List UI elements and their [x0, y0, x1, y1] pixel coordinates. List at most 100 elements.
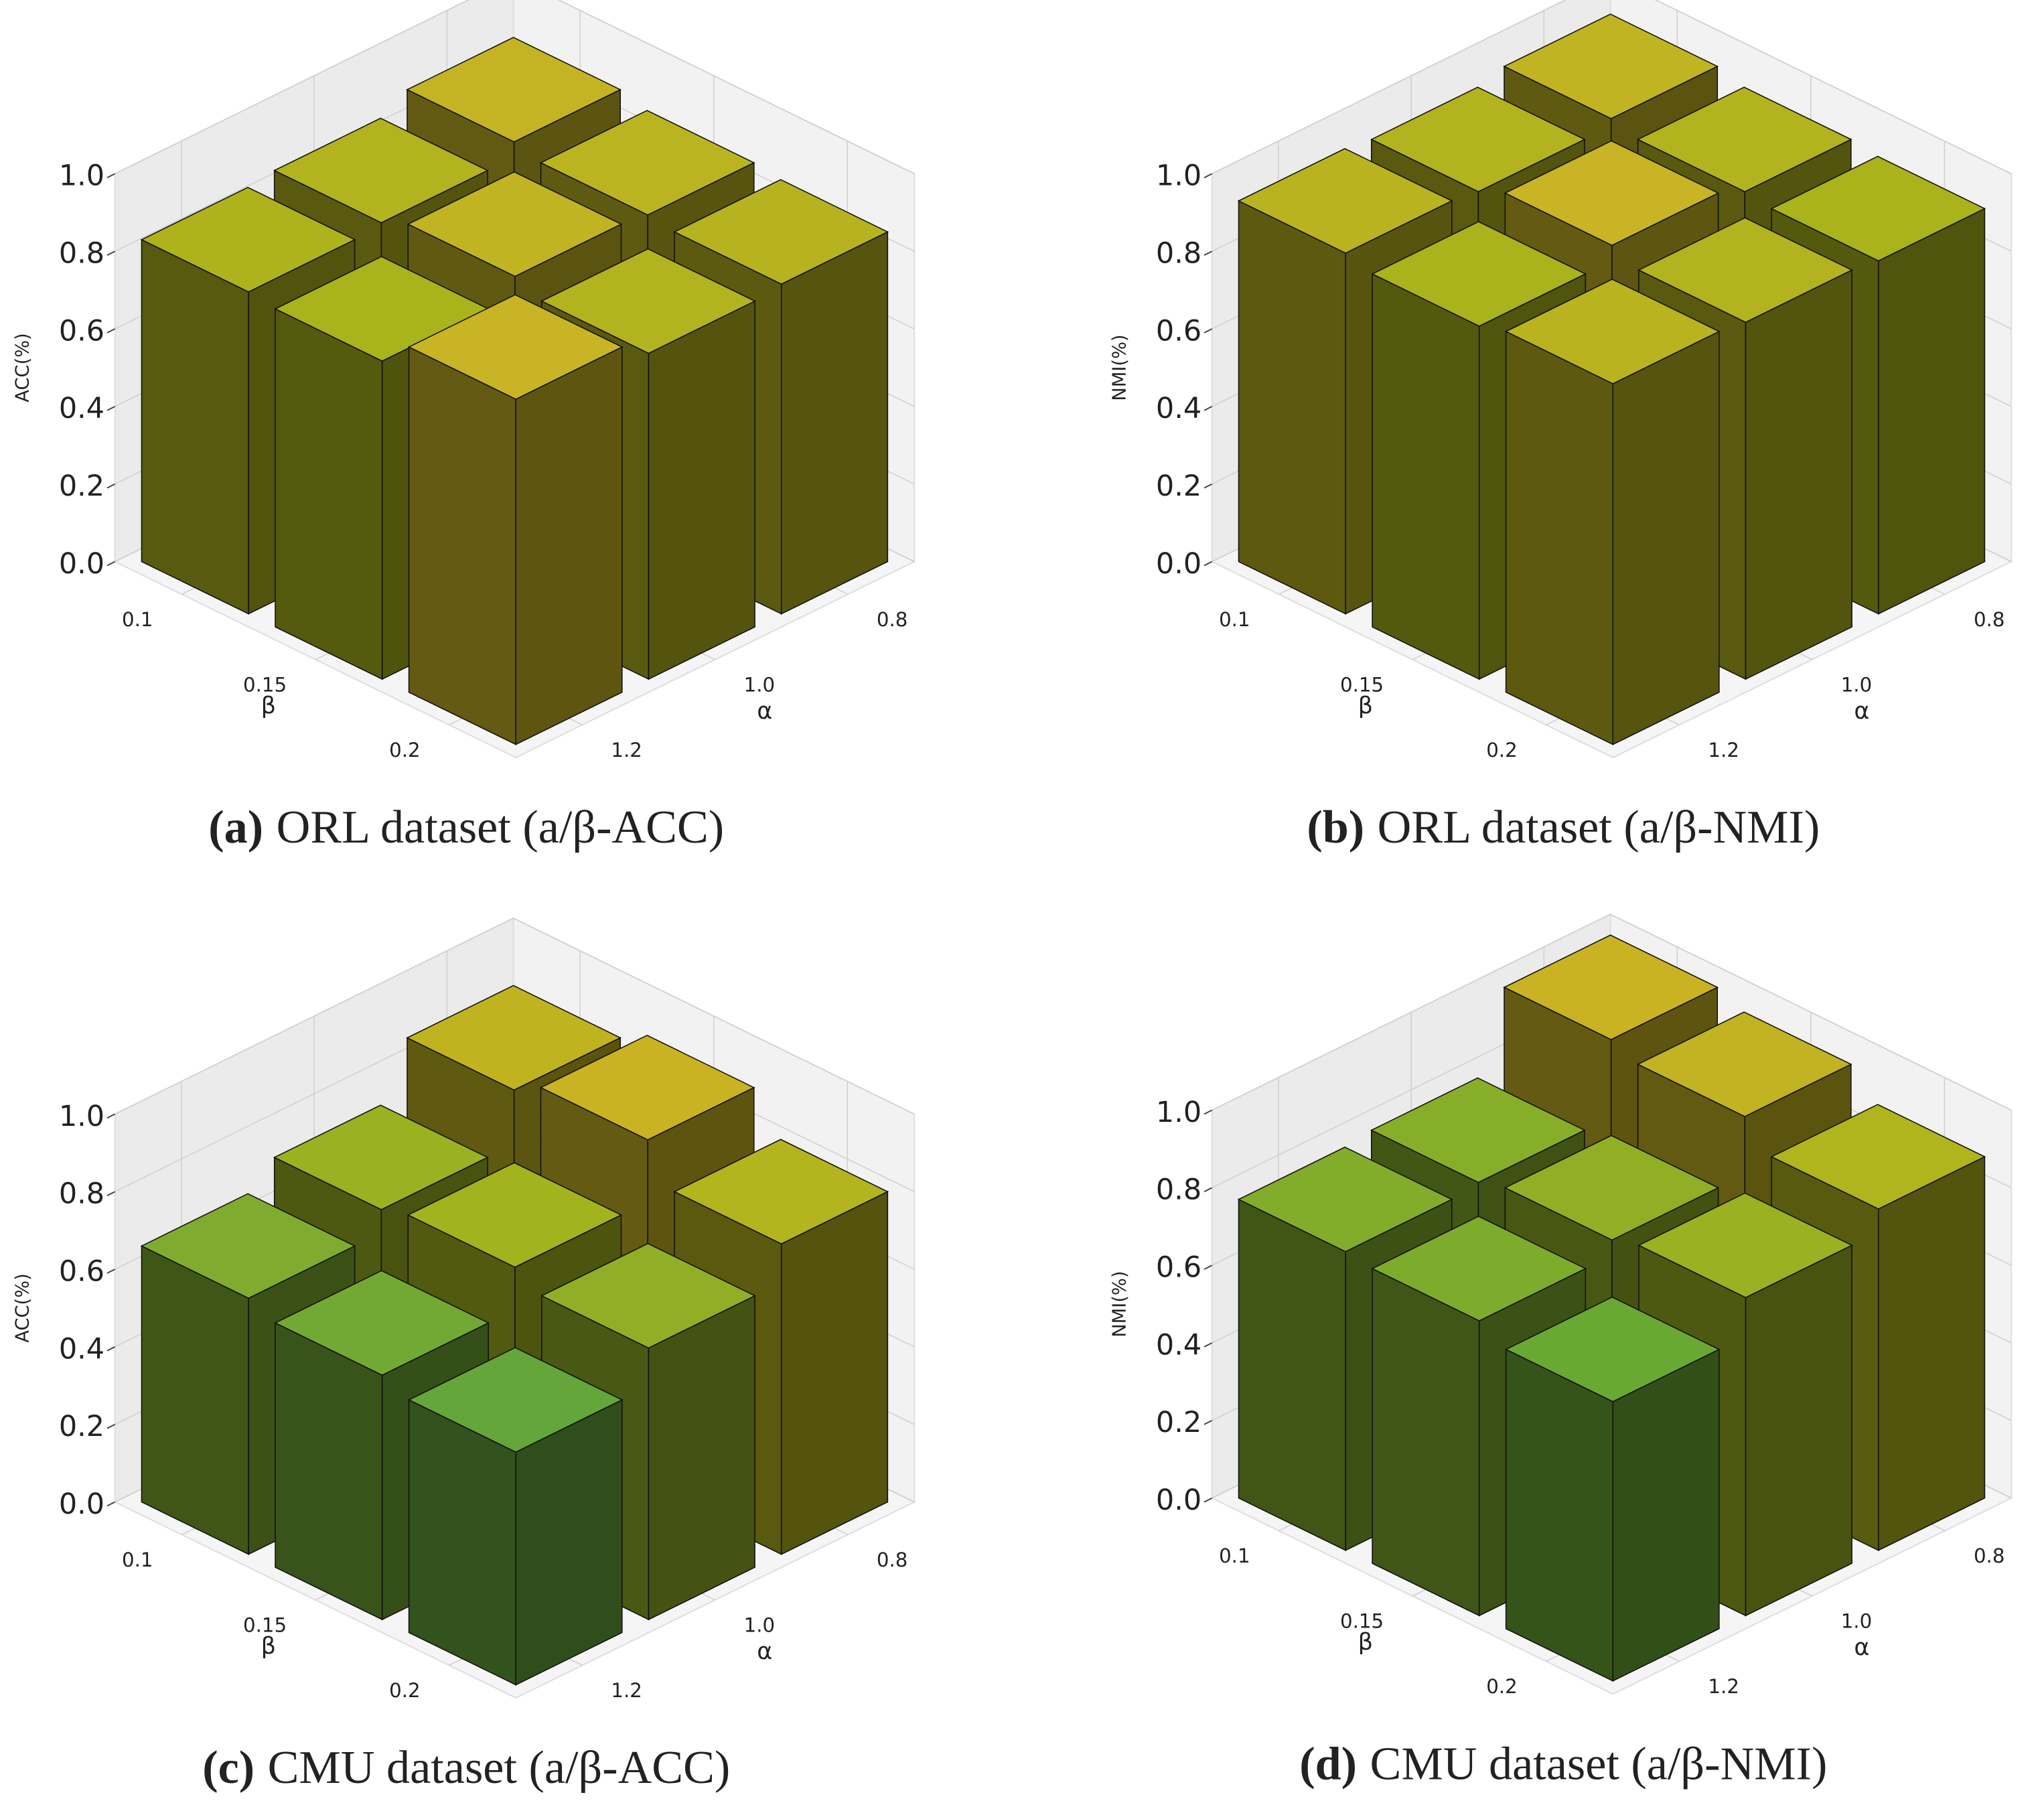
- z-tick-label: 0.6: [59, 1254, 104, 1288]
- x-axis-label: α: [757, 697, 772, 725]
- caption-label: (d): [1299, 1738, 1357, 1790]
- z-tick-label: 0.8: [59, 1177, 104, 1211]
- z-tick-label: 0.2: [59, 470, 104, 503]
- caption-label: (c): [202, 1741, 254, 1794]
- y-tick-label: 0.15: [243, 1613, 287, 1636]
- bar-top: [673, 179, 889, 285]
- x-tick-label: 1.0: [1841, 1609, 1873, 1632]
- z-tick: [1203, 250, 1213, 256]
- z-tick-label: 0.4: [1156, 1328, 1201, 1362]
- z-tick: [1203, 173, 1213, 179]
- bar-top: [274, 1270, 490, 1376]
- z-tick-label: 0.2: [1156, 470, 1201, 503]
- bar-face: [780, 230, 889, 615]
- z-axis-label: ACC(%): [13, 1273, 33, 1343]
- z-axis-label: NMI(%): [1110, 334, 1130, 401]
- caption: (c) CMU dataset (a/β-ACC): [202, 1741, 730, 1794]
- z-tick-label: 0.0: [59, 547, 104, 581]
- caption-text: CMU dataset (a/β-ACC): [268, 1741, 731, 1794]
- y-tick-label: 0.2: [389, 1679, 421, 1702]
- x-tick-label: 1.0: [744, 1613, 776, 1636]
- bar-top: [1504, 140, 1720, 246]
- bar-top: [407, 1347, 624, 1453]
- bar-face: [141, 238, 249, 615]
- bar-face: [1505, 330, 1614, 745]
- z-tick-label: 0.4: [59, 392, 104, 425]
- bar-face: [1745, 269, 1852, 680]
- y-tick-label: 0.2: [389, 739, 421, 762]
- bar-face: [1505, 1348, 1614, 1682]
- bar-face: [780, 1190, 889, 1555]
- z-tick-label: 0.0: [1156, 547, 1201, 581]
- z-tick: [106, 483, 116, 489]
- x-axis-label: α: [757, 1638, 772, 1665]
- bar-top: [539, 1034, 755, 1141]
- z-tick: [1203, 483, 1213, 489]
- y-tick-label: 0.1: [1219, 1544, 1250, 1567]
- bar-top: [407, 1162, 623, 1268]
- bar-top: [1237, 1146, 1453, 1252]
- z-tick: [106, 561, 116, 567]
- z-tick-label: 0.6: [59, 314, 104, 348]
- z-tick-label: 0.2: [1156, 1406, 1201, 1439]
- bar-top: [1503, 13, 1719, 119]
- bar-face: [1372, 1267, 1480, 1617]
- bar-top: [407, 171, 623, 277]
- bar-top: [1770, 155, 1986, 262]
- bar-top: [1504, 1135, 1720, 1241]
- z-tick: [1203, 1420, 1213, 1425]
- bar-top: [406, 985, 622, 1091]
- caption: (d) CMU dataset (a/β-NMI): [1299, 1738, 1827, 1790]
- z-axis-label: ACC(%): [13, 333, 33, 403]
- bar-top: [406, 36, 622, 143]
- bar-top: [540, 248, 756, 354]
- bar-top: [407, 294, 624, 400]
- bar-face: [141, 1245, 249, 1555]
- bar-top: [1371, 221, 1587, 327]
- bar-top: [1370, 86, 1586, 193]
- bar-face: [275, 307, 383, 680]
- x-tick-label: 1.2: [611, 1679, 642, 1702]
- x-axis-label: α: [1854, 697, 1869, 725]
- caption-text: ORL dataset (a/β-NMI): [1378, 801, 1820, 853]
- z-tick-label: 0.6: [1156, 314, 1201, 348]
- x-tick-label: 0.8: [877, 608, 908, 631]
- x-tick-label: 1.2: [1708, 739, 1739, 762]
- x-tick-label: 1.0: [744, 673, 776, 696]
- x-tick-label: 1.0: [1841, 673, 1873, 696]
- caption-text: ORL dataset (a/β-ACC): [277, 801, 725, 853]
- bar-face: [648, 1295, 755, 1621]
- bar-face: [1745, 1244, 1852, 1617]
- z-tick-label: 0.8: [1156, 237, 1201, 271]
- z-tick-label: 0.4: [1156, 392, 1201, 425]
- y-tick-label: 0.1: [122, 608, 153, 631]
- z-tick: [1203, 405, 1213, 411]
- z-tick: [1203, 1497, 1213, 1503]
- bar: [1504, 1296, 1721, 1682]
- x-tick-label: 0.8: [1974, 1544, 2005, 1567]
- z-tick: [106, 1269, 116, 1274]
- x-tick-label: 1.2: [611, 739, 642, 762]
- z-tick-label: 1.0: [59, 1100, 104, 1133]
- bar-top: [1636, 1011, 1852, 1117]
- bar-face: [648, 300, 755, 680]
- caption-label: (b): [1307, 801, 1364, 853]
- y-tick-label: 0.15: [1340, 1609, 1384, 1632]
- z-tick: [1203, 1109, 1213, 1115]
- bar-top: [1503, 934, 1719, 1041]
- x-tick-label: 0.8: [877, 1548, 908, 1571]
- x-axis-label: α: [1854, 1634, 1869, 1661]
- z-tick-label: 0.6: [1156, 1251, 1201, 1285]
- bar-top: [1637, 1192, 1853, 1299]
- y-tick-label: 0.2: [1486, 739, 1518, 762]
- bar-face: [1238, 1198, 1346, 1551]
- z-tick: [106, 1346, 116, 1352]
- z-tick-label: 0.0: [59, 1488, 104, 1521]
- z-tick-label: 1.0: [59, 159, 104, 193]
- z-tick: [1203, 1265, 1213, 1270]
- bar-top: [1636, 86, 1852, 193]
- y-tick-label: 0.15: [1340, 673, 1384, 696]
- z-tick: [106, 1191, 116, 1196]
- z-axis-label: NMI(%): [1110, 1271, 1130, 1338]
- x-tick-label: 1.2: [1708, 1675, 1739, 1698]
